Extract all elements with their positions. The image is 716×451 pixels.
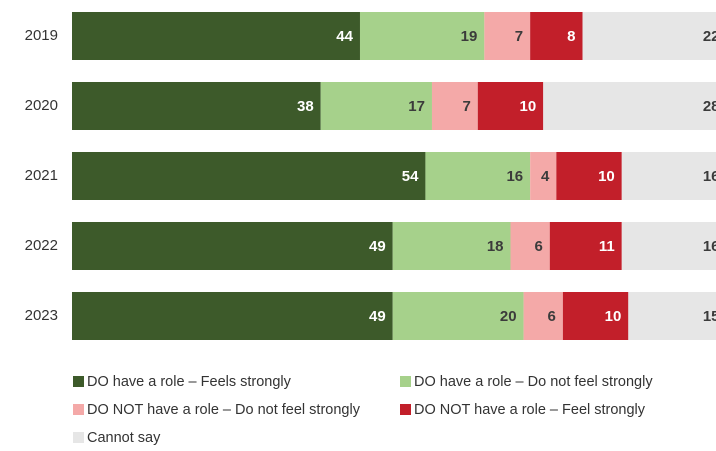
legend-label: DO NOT have a role – Feel strongly: [414, 402, 646, 418]
bar-segment: [556, 152, 622, 200]
y-tick-label: 2019: [25, 27, 58, 44]
bar-segment: [621, 222, 716, 270]
legend-label: DO have a role – Do not feel strongly: [414, 374, 653, 390]
bar-segment: [477, 82, 544, 130]
data-label: 7: [515, 28, 523, 45]
data-label: 16: [506, 168, 523, 185]
bar-segment: [562, 292, 629, 340]
legend-swatch: [400, 404, 411, 415]
bar-segment: [530, 12, 583, 60]
bar-segment: [72, 152, 426, 200]
data-label: 10: [598, 168, 615, 185]
data-label: 17: [408, 98, 425, 115]
legend-swatch: [73, 432, 84, 443]
y-tick-label: 2022: [25, 237, 58, 254]
data-label: 8: [567, 28, 575, 45]
bar-segment: [359, 12, 485, 60]
bar-segment: [72, 222, 393, 270]
bar-segment: [72, 82, 321, 130]
bar-segment: [484, 12, 531, 60]
y-tick-label: 2021: [25, 167, 58, 184]
data-label: 7: [462, 98, 470, 115]
bar-segment: [392, 222, 511, 270]
bar-segment: [392, 292, 524, 340]
legend-swatch: [73, 404, 84, 415]
data-label: 10: [605, 308, 622, 325]
legend-label: DO have a role – Feels strongly: [87, 374, 292, 390]
data-label: 15: [703, 308, 716, 325]
data-label: 28: [703, 98, 716, 115]
data-label: 16: [703, 168, 716, 185]
bar-segment: [582, 12, 716, 60]
y-tick-label: 2023: [25, 307, 58, 324]
data-label: 19: [461, 28, 478, 45]
bar-segment: [510, 222, 550, 270]
legend-swatch: [73, 376, 84, 387]
data-label: 11: [599, 238, 615, 255]
bar-segment: [425, 152, 531, 200]
data-label: 38: [297, 98, 314, 115]
data-label: 6: [534, 238, 542, 255]
data-label: 54: [402, 168, 419, 185]
data-label: 16: [703, 238, 716, 255]
data-label: 4: [541, 168, 550, 185]
bar-segment: [523, 292, 563, 340]
data-label: 49: [369, 308, 386, 325]
data-label: 22: [703, 28, 716, 45]
data-label: 6: [548, 308, 556, 325]
bar-segment: [549, 222, 622, 270]
bar-segment: [530, 152, 557, 200]
data-label: 20: [500, 308, 517, 325]
bar-segment: [543, 82, 716, 130]
legend-swatch: [400, 376, 411, 387]
bar-segment: [628, 292, 716, 340]
bar-segment: [431, 82, 478, 130]
bar-segment: [320, 82, 432, 130]
legend-label: DO NOT have a role – Do not feel strongl…: [87, 402, 361, 418]
data-label: 18: [487, 238, 504, 255]
bar-segment: [621, 152, 716, 200]
bar-segment: [72, 292, 393, 340]
data-label: 44: [336, 28, 353, 45]
data-label: 49: [369, 238, 386, 255]
y-tick-label: 2020: [25, 97, 58, 114]
bar-segment: [72, 12, 360, 60]
legend-label: Cannot say: [87, 430, 161, 446]
data-label: 10: [520, 98, 537, 115]
